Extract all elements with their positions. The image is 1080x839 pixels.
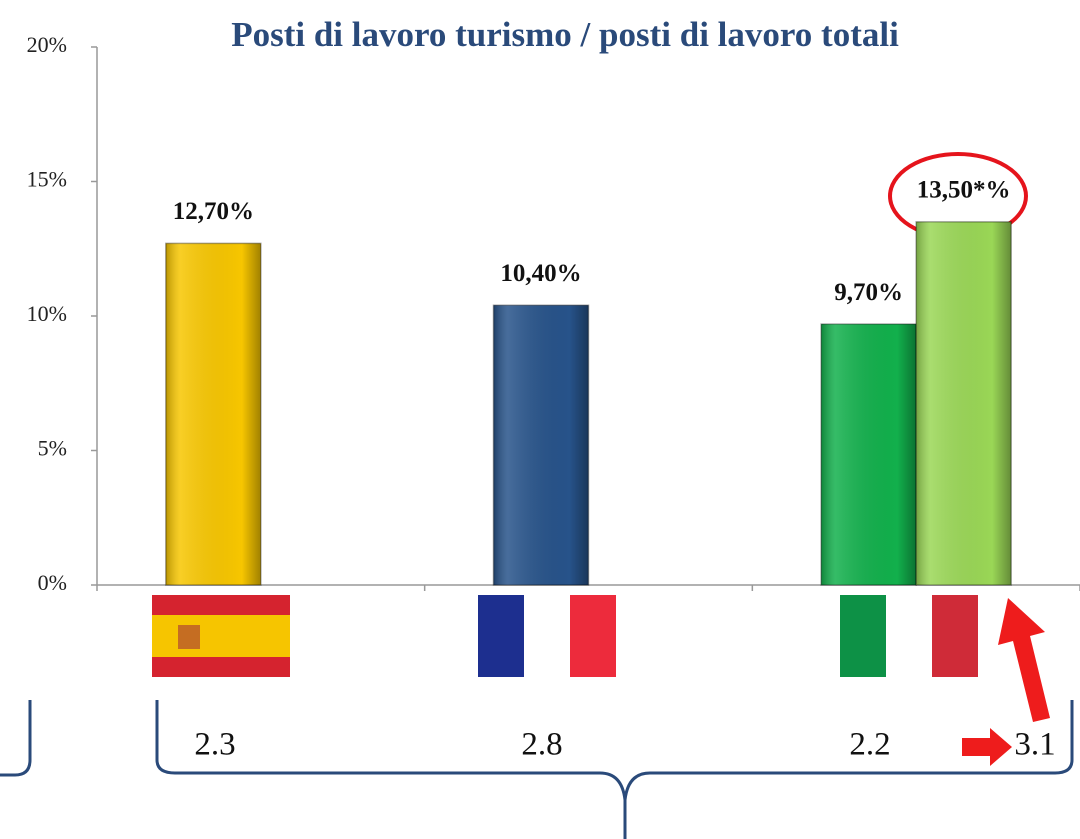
flag-france-white [524, 595, 570, 677]
value-label: 9,70% [834, 279, 903, 306]
chart-title: Posti di lavoro turismo / posti di lavor… [231, 15, 899, 54]
y-tick-label: 0% [38, 570, 67, 595]
value-label: 12,70% [173, 198, 254, 225]
value-label: 10,40% [500, 260, 581, 287]
brace [155, 700, 1074, 839]
flag-france-blue [478, 595, 524, 677]
flag-france-red [570, 595, 616, 677]
flag-italy-red [932, 595, 978, 677]
annotation: 2.8 [521, 727, 562, 763]
flag-italy-green [840, 595, 886, 677]
brace-left [0, 700, 32, 777]
flag-italy-white [886, 595, 932, 677]
annotation: 3.1 [1014, 727, 1055, 763]
value-label: 13,50*% [917, 177, 1011, 204]
y-tick-label: 20% [27, 32, 67, 57]
annotation: 2.3 [194, 727, 235, 763]
bar-shade [493, 305, 589, 585]
arrow-up [998, 598, 1050, 722]
bar-shade [165, 243, 261, 585]
flag-spain-emblem [178, 625, 200, 649]
bar-shade [916, 221, 1012, 585]
y-tick-label: 5% [38, 436, 67, 461]
arrow-right [962, 728, 1012, 766]
flags [152, 595, 978, 677]
bar-shade [821, 324, 917, 585]
flag-spain-band [152, 615, 290, 657]
y-tick-label: 15% [27, 167, 67, 192]
y-tick-label: 10% [27, 301, 67, 326]
annotation: 2.2 [849, 727, 890, 763]
